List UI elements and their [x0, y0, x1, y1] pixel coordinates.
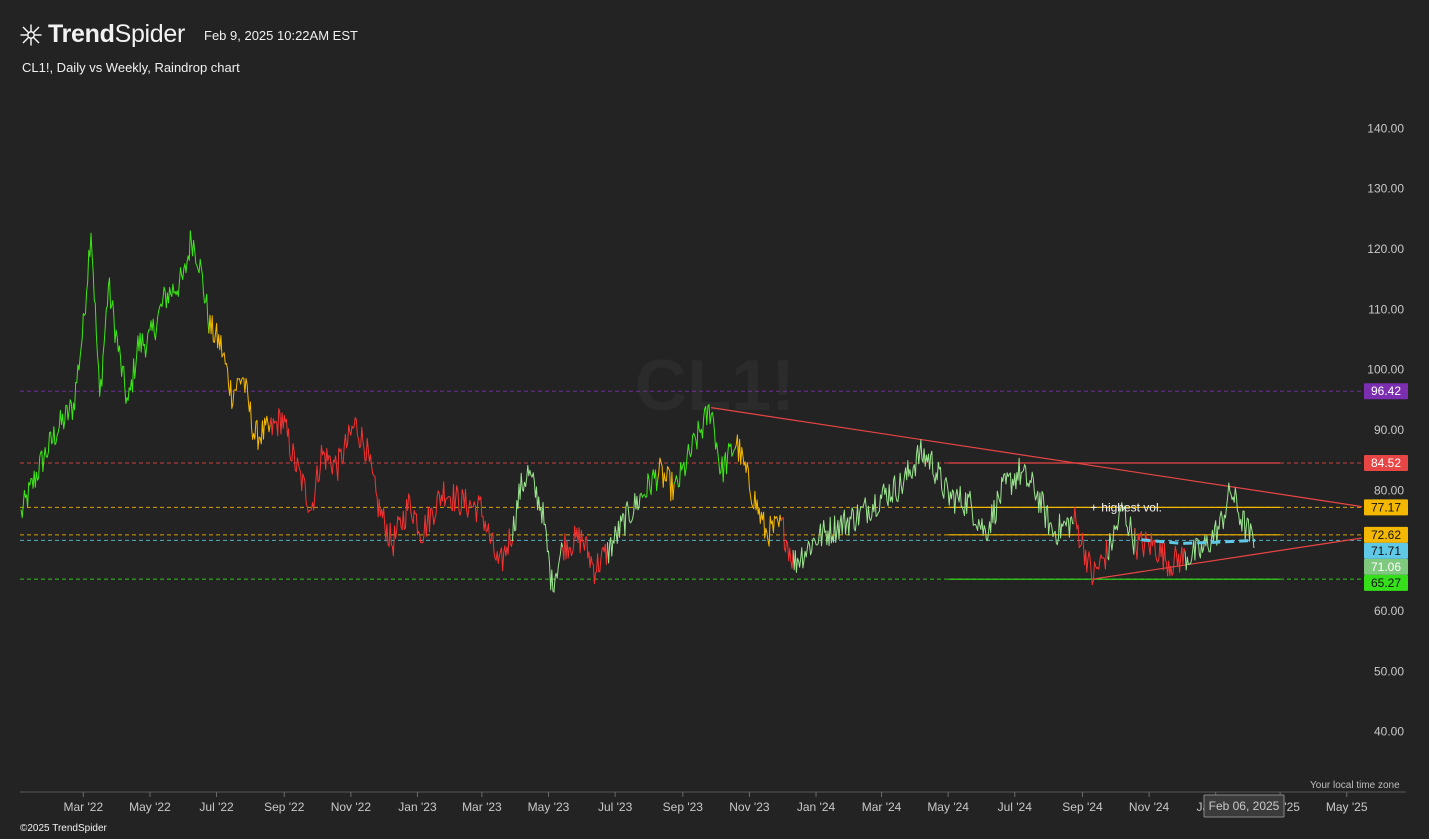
annotation-marker-0: + — [1090, 500, 1097, 514]
series-0-segment-15 — [1184, 482, 1255, 571]
time-axis[interactable]: Mar '22 May '22 Jul '22 Sep '22 Nov '22 Jan '… — [20, 791, 1406, 814]
level-label-text: 72.62 — [1371, 528, 1401, 542]
x-tick-label: Jul '24 — [998, 800, 1033, 814]
price-series — [20, 230, 1255, 593]
y-tick-label: 60.00 — [1374, 604, 1404, 618]
series-0-segment-7 — [657, 457, 675, 502]
x-tick-label: Sep '22 — [264, 800, 305, 814]
brand-name-light: Spider — [114, 20, 186, 48]
level-label-text: 65.27 — [1371, 576, 1401, 590]
price-axis[interactable]: 140.00 130.00 120.00 110.00 100.00 90.00 80.00… — [1367, 121, 1404, 738]
series-0-segment-12 — [1073, 507, 1109, 586]
brand: Trend Spider — [18, 20, 185, 49]
trendline-0 — [711, 407, 1363, 508]
anchored-vwap — [1141, 538, 1256, 545]
trendline-1 — [1092, 537, 1363, 580]
x-tick-label: Nov '22 — [331, 800, 372, 814]
series-0-segment-1 — [208, 314, 271, 450]
level-label-text: 71.06 — [1371, 560, 1401, 574]
y-tick-label: 90.00 — [1374, 423, 1404, 437]
level-label-box — [1364, 574, 1408, 591]
series-0-segment-10 — [780, 517, 794, 569]
series-0-segment-9 — [734, 434, 782, 547]
x-tick-label: Sep '23 — [663, 800, 704, 814]
x-tick-label: Jul '23 — [598, 800, 633, 814]
level-label-text: 77.17 — [1371, 500, 1401, 514]
x-tick-label: May '23 — [528, 800, 570, 814]
y-tick-label: 120.00 — [1367, 242, 1404, 256]
level-labels: 96.42 84.52 77.17 72.62 71.71 71.06 65.27 — [1364, 383, 1408, 591]
y-tick-label: 100.00 — [1367, 363, 1404, 377]
level-zones — [948, 462, 1281, 580]
level-label-box — [1364, 558, 1408, 575]
x-tick-label: Sep '24 — [1062, 800, 1103, 814]
level-label-box — [1364, 542, 1408, 559]
x-tick-label: Jan '23 — [398, 800, 437, 814]
annotation-label-0: highest vol. — [1101, 500, 1162, 514]
series-0-segment-3 — [512, 464, 564, 593]
cursor-date-text: Feb 06, 2025 — [1209, 799, 1280, 813]
level-label-text: 84.52 — [1371, 456, 1401, 470]
timezone-note: Your local time zone — [1310, 780, 1400, 791]
annotations: + highest vol. — [1090, 500, 1162, 514]
trendspider-logo-icon — [20, 24, 42, 45]
level-label-box — [1364, 383, 1408, 400]
trendlines[interactable] — [711, 407, 1363, 580]
cursor-date-label: Feb 06, 2025 — [1203, 794, 1285, 818]
symbol-watermark: CL1! — [635, 346, 795, 426]
x-tick-label: May '24 — [927, 800, 969, 814]
y-tick-label: 40.00 — [1374, 725, 1404, 739]
y-tick-label: 130.00 — [1367, 182, 1404, 196]
level-label-text: 71.71 — [1371, 544, 1401, 558]
series-0-segment-5 — [607, 493, 641, 564]
series-0-segment-6 — [639, 469, 659, 498]
x-tick-label: Jul '22 — [199, 800, 234, 814]
x-tick-label: May '22 — [129, 800, 171, 814]
x-tick-label: Nov '23 — [729, 800, 770, 814]
level-label-box — [1364, 526, 1408, 543]
y-tick-label: 140.00 — [1367, 121, 1404, 135]
chart-title[interactable]: CL1!, Daily vs Weekly, Raindrop chart — [22, 60, 240, 75]
brand-name-bold: Trend — [48, 20, 115, 48]
series-0-segment-0 — [20, 230, 210, 519]
x-tick-label: Mar '22 — [64, 800, 104, 814]
cursor-date-box — [1203, 794, 1285, 818]
level-label-box — [1364, 455, 1408, 472]
x-tick-label: Mar '23 — [462, 800, 502, 814]
x-tick-label: Mar '24 — [862, 800, 902, 814]
x-tick-label: Jan '24 — [797, 800, 836, 814]
header-date: Feb 9, 2025 10:22AM EST — [204, 28, 358, 43]
series-0-segment-13 — [1107, 502, 1136, 561]
x-tick-label: Nov '24 — [1129, 800, 1170, 814]
copyright: ©2025 TrendSpider — [20, 823, 107, 834]
series-0-segment-2 — [269, 408, 513, 572]
vwap-line — [1141, 538, 1256, 545]
x-tick-label: May '25 — [1326, 800, 1368, 814]
series-0-segment-11 — [792, 439, 1074, 573]
level-label-box — [1364, 499, 1408, 516]
y-tick-label: 110.00 — [1368, 302, 1404, 316]
y-tick-label: 50.00 — [1374, 664, 1404, 678]
level-label-text: 96.42 — [1371, 384, 1401, 398]
y-tick-label: 80.00 — [1374, 483, 1404, 497]
series-0-segment-8 — [673, 404, 736, 488]
series-0-segment-4 — [562, 525, 608, 585]
